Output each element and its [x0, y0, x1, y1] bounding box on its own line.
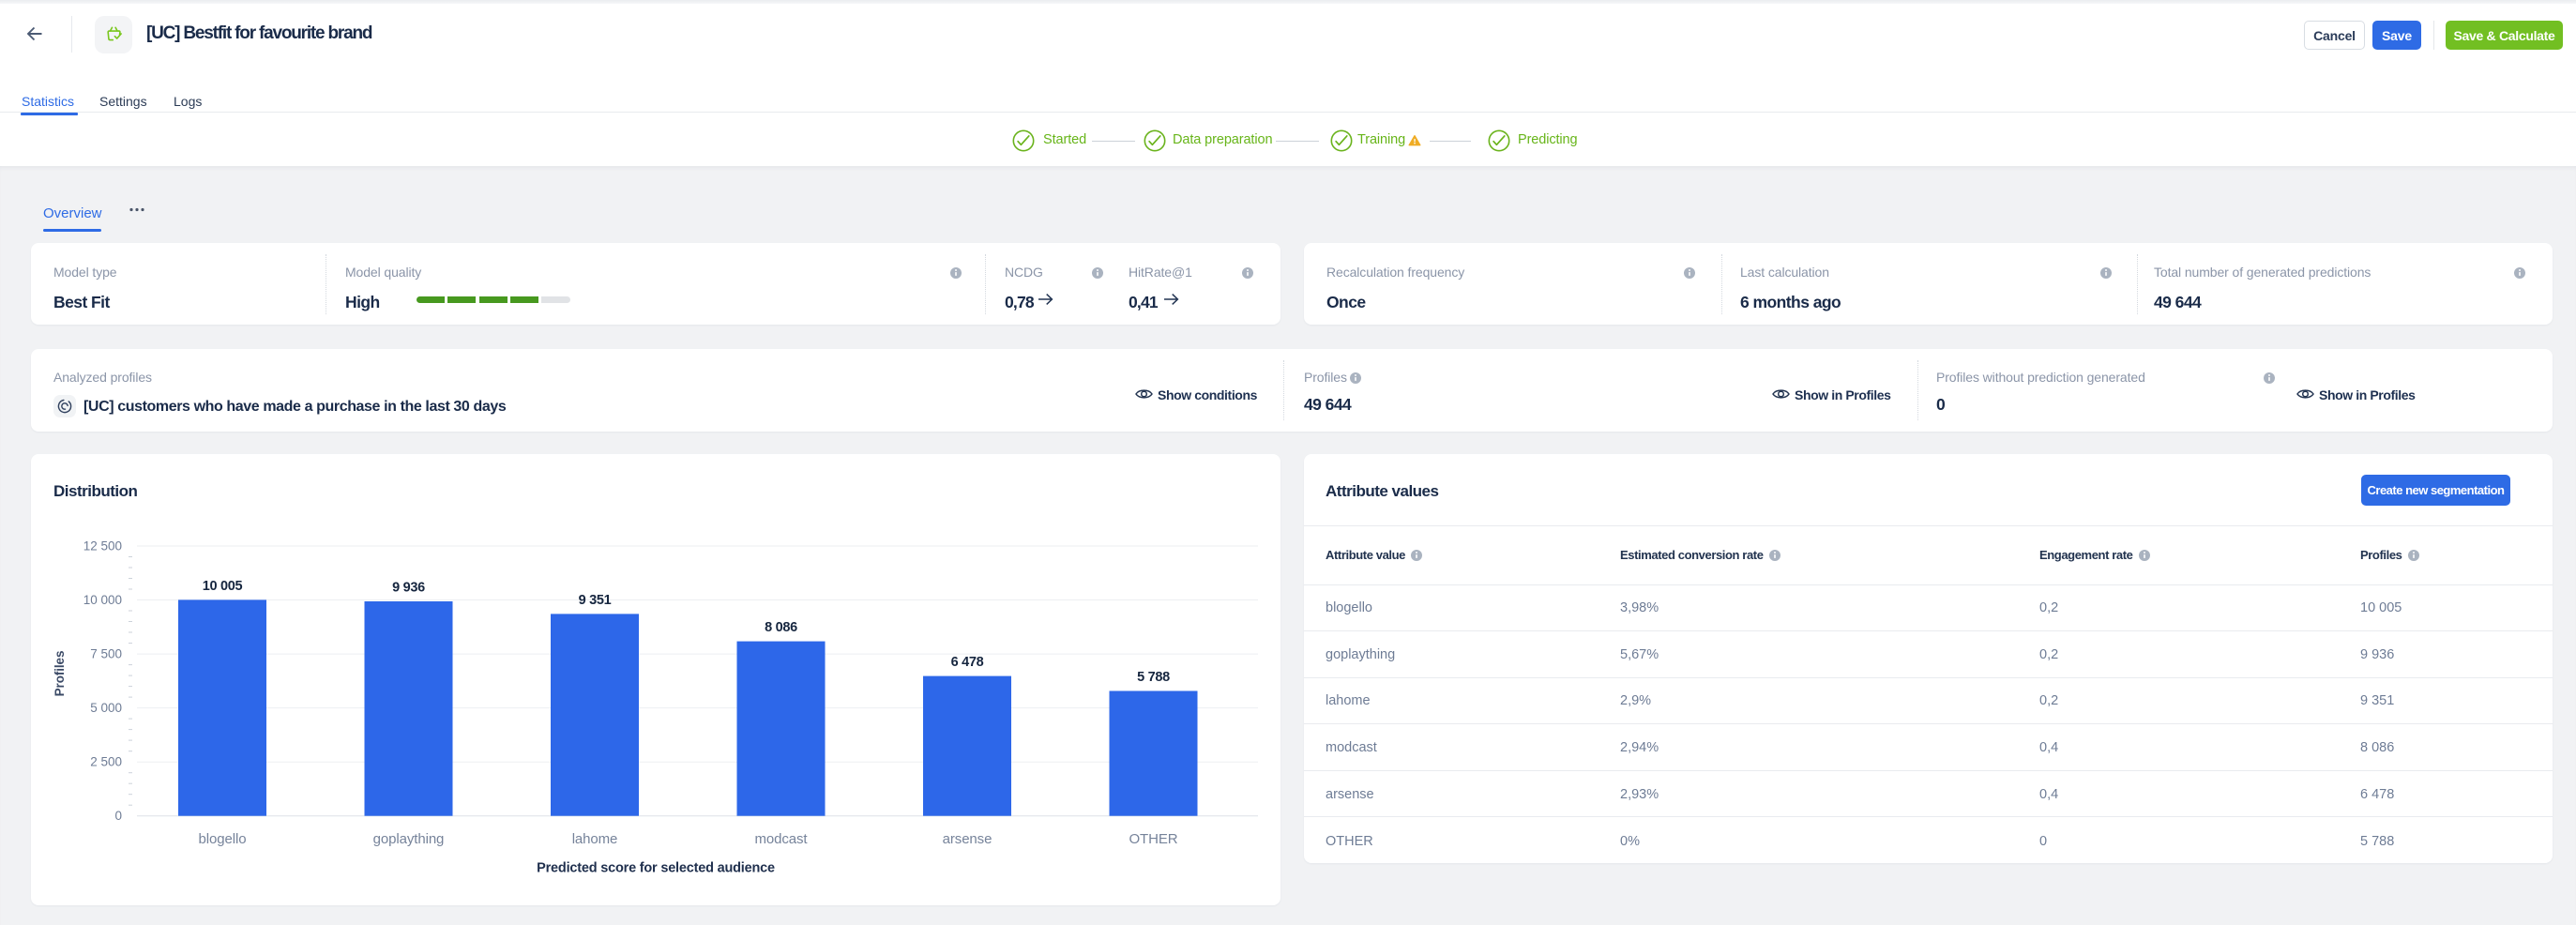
svg-text:9 936: 9 936	[392, 581, 425, 596]
svg-text:arsense: arsense	[943, 831, 993, 847]
svg-text:Profiles: Profiles	[53, 651, 67, 697]
svg-text:blogello: blogello	[199, 831, 247, 847]
svg-text:0: 0	[114, 809, 122, 823]
svg-text:5 788: 5 788	[1137, 670, 1170, 685]
svg-text:9 351: 9 351	[579, 593, 612, 608]
svg-text:goplaything: goplaything	[373, 831, 445, 847]
svg-text:lahome: lahome	[572, 831, 618, 847]
svg-text:OTHER: OTHER	[1129, 831, 1177, 847]
svg-text:12 500: 12 500	[83, 539, 122, 553]
svg-text:8 086: 8 086	[765, 620, 797, 635]
svg-text:10 000: 10 000	[83, 593, 122, 607]
svg-text:10 005: 10 005	[203, 579, 243, 594]
svg-text:5 000: 5 000	[90, 701, 122, 715]
svg-text:2 500: 2 500	[90, 755, 122, 769]
svg-text:7 500: 7 500	[90, 647, 122, 661]
svg-text:6 478: 6 478	[951, 655, 984, 670]
svg-text:Predicted score for selected a: Predicted score for selected audience	[537, 861, 775, 876]
svg-text:modcast: modcast	[755, 831, 809, 847]
